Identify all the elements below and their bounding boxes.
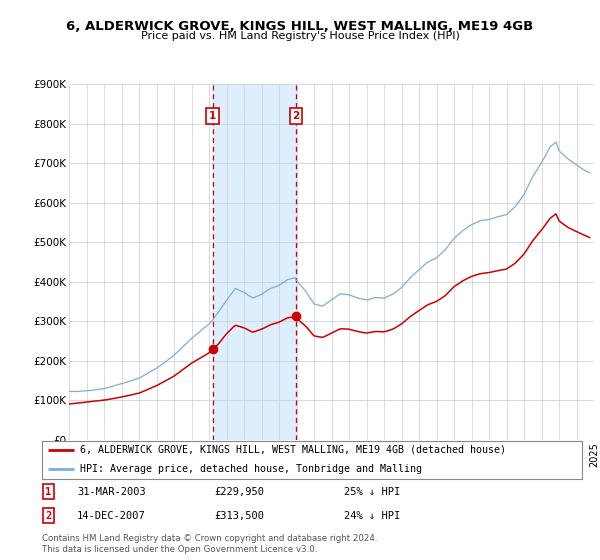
- Text: HPI: Average price, detached house, Tonbridge and Malling: HPI: Average price, detached house, Tonb…: [80, 464, 422, 474]
- Text: £229,950: £229,950: [215, 487, 265, 497]
- Text: 1: 1: [46, 487, 52, 497]
- Text: 25% ↓ HPI: 25% ↓ HPI: [344, 487, 401, 497]
- Text: 6, ALDERWICK GROVE, KINGS HILL, WEST MALLING, ME19 4GB (detached house): 6, ALDERWICK GROVE, KINGS HILL, WEST MAL…: [80, 445, 506, 455]
- Text: £313,500: £313,500: [215, 511, 265, 521]
- Text: 14-DEC-2007: 14-DEC-2007: [77, 511, 146, 521]
- Text: This data is licensed under the Open Government Licence v3.0.: This data is licensed under the Open Gov…: [42, 545, 317, 554]
- Text: 1: 1: [209, 111, 217, 121]
- Bar: [212, 84, 296, 440]
- Text: 24% ↓ HPI: 24% ↓ HPI: [344, 511, 401, 521]
- Text: 6, ALDERWICK GROVE, KINGS HILL, WEST MALLING, ME19 4GB: 6, ALDERWICK GROVE, KINGS HILL, WEST MAL…: [67, 20, 533, 32]
- Text: 2: 2: [46, 511, 52, 521]
- Text: 2: 2: [292, 111, 299, 121]
- Text: 31-MAR-2003: 31-MAR-2003: [77, 487, 146, 497]
- Text: Price paid vs. HM Land Registry's House Price Index (HPI): Price paid vs. HM Land Registry's House …: [140, 31, 460, 41]
- Text: Contains HM Land Registry data © Crown copyright and database right 2024.: Contains HM Land Registry data © Crown c…: [42, 534, 377, 543]
